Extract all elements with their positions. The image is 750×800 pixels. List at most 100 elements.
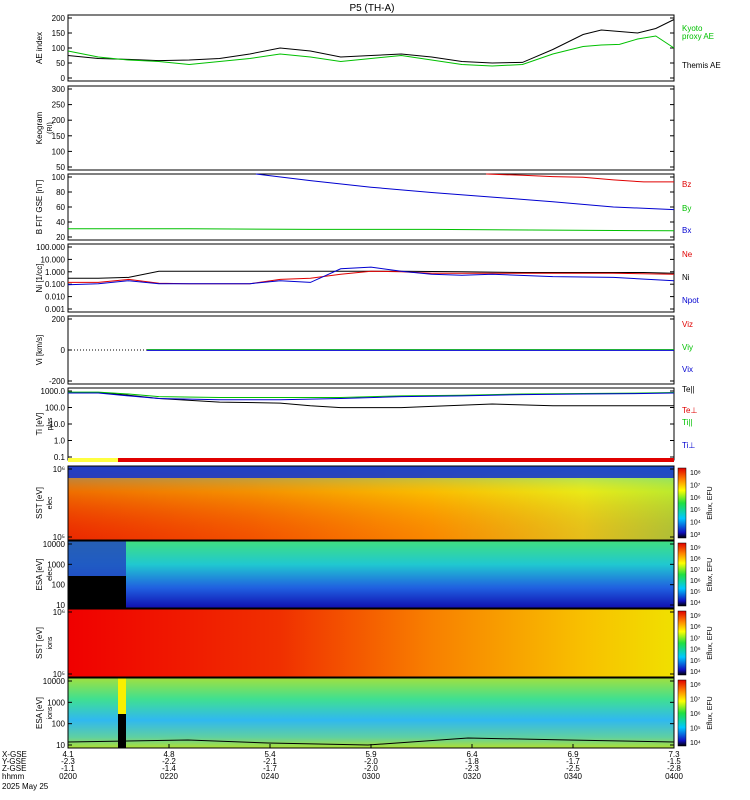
series-line: [255, 173, 675, 211]
x-tick-label: 0320: [463, 772, 481, 781]
legend-entry: Bx: [682, 226, 691, 235]
y-tick-label: 0.1: [54, 453, 66, 462]
y-tick-label: 10.0: [49, 420, 65, 429]
x-tick-label: 6.4: [466, 750, 478, 759]
x-tick-label: 0200: [59, 772, 77, 781]
panel-frame: [67, 608, 675, 678]
y-tick-label: 10⁶: [53, 465, 65, 474]
spectrogram: [68, 678, 674, 748]
colorbar: [677, 679, 687, 747]
x-tick-label: 0240: [261, 772, 279, 781]
y-tick-label: 0.001: [45, 305, 66, 314]
x-tick-label: -1.5: [667, 757, 681, 766]
series-line: [486, 173, 674, 183]
esa-ion-panel: ESA [eV] ions 10000 1000 100 10 10⁸ 10⁷ 10⁶ 10⁵ 10…: [35, 677, 714, 750]
y-axis-label: ESA [eV]: [35, 697, 44, 729]
spectrogram-gap: [68, 576, 126, 608]
colorbar-label: Eflux, EFU: [707, 558, 714, 591]
series-line: [68, 392, 674, 409]
y-tick-label: 150: [52, 29, 66, 38]
colorbar-tick-label: 10⁶: [690, 495, 701, 502]
colorbar-tick-label: 10⁵: [690, 726, 701, 733]
y-tick-label: 200: [52, 116, 66, 125]
colorbar-tick-label: 10⁷: [690, 482, 701, 489]
x-tick-label: 0220: [160, 772, 178, 781]
panel-frame: [67, 243, 675, 313]
y-tick-label: 200: [52, 315, 66, 324]
legend-entry: Ni: [682, 273, 690, 282]
axis-row-label: Y-GSE: [2, 757, 26, 766]
figure-title: P5 (TH-A): [350, 3, 395, 14]
x-tick-label: 0340: [564, 772, 582, 781]
x-tick-label: -2.1: [263, 757, 277, 766]
x-tick-label: 0300: [362, 772, 380, 781]
y-axis-label: Keogram: [35, 111, 44, 144]
sst-ion-panel: SST [eV] ions 10⁶ 10⁵ 10⁹ 10⁸ 10⁷ 10⁶ 10⁵ 10⁴ Eflu…: [35, 608, 714, 679]
legend-entry: By: [682, 204, 691, 213]
y-tick-label: -200: [49, 377, 66, 386]
y-tick-label: 1.0: [54, 437, 66, 446]
legend-entry: Kyoto: [682, 24, 703, 33]
x-tick-label: -2.3: [465, 764, 479, 773]
y-tick-label: 10000: [43, 540, 66, 549]
y-tick-label: 40: [56, 218, 65, 227]
axis-row-label: Z-GSE: [2, 764, 26, 773]
panel-frame: [67, 14, 675, 82]
y-axis-sublabel: elec: [47, 496, 54, 509]
panel-frame: [67, 85, 675, 171]
colorbar-tick-label: 10⁵: [690, 507, 701, 514]
y-axis-label: ESA [eV]: [35, 558, 44, 590]
y-tick-label: 50: [56, 59, 65, 68]
series-line: [67, 266, 675, 286]
panel-frame: [67, 465, 675, 541]
series-line: [68, 392, 675, 401]
x-tick-label: -2.8: [667, 764, 681, 773]
x-tick-label: 6.9: [567, 750, 579, 759]
x-tick-label: -1.1: [61, 764, 75, 773]
ae-index-panel: AE index 200 150 100 50 0: [35, 14, 675, 83]
legend-entry: Bz: [682, 180, 691, 189]
y-tick-label: 80: [56, 188, 65, 197]
x-tick-label: 4.1: [62, 750, 74, 759]
colorbar-tick-label: 10⁴: [690, 669, 701, 676]
axis-row-label: X-GSE: [2, 750, 27, 759]
colorbar-tick-label: 10⁷: [690, 635, 701, 642]
x-tick-label: -1.8: [465, 757, 479, 766]
legend-entry: Viy: [682, 343, 693, 352]
spectrogram-gap-edge: [118, 678, 126, 748]
spacecraft-potential-line: [67, 737, 675, 746]
y-axis-label: Ti [eV]: [35, 413, 44, 436]
legend-entry: Ne: [682, 250, 693, 259]
x-tick-label: 5.4: [264, 750, 276, 759]
sst-electron-panel: SST [eV] elec 10⁶ 10⁵ 10⁸ 10⁷ 10⁶ 10⁵ 10⁴ 10³ Eflu…: [35, 458, 714, 542]
legend-entry: Te⊥: [682, 406, 697, 415]
keogram-panel: Keogram (RI) 300 250 200 150 100 50: [35, 85, 675, 172]
colorbar-tick-label: 10⁷: [690, 567, 701, 574]
series-line: [67, 35, 675, 67]
y-tick-label: 0: [61, 346, 66, 355]
panel-frame: [67, 540, 675, 609]
y-tick-label: 0.100: [45, 280, 66, 289]
magnetic-field-panel: B FIT GSE [nT] 100 80 60 40 20: [35, 173, 675, 242]
esa-electron-panel: ESA [eV] elec 10000 1000 100 10 10⁹ 10⁸ 10⁷ 10⁶ 10…: [35, 540, 714, 610]
y-tick-label: 250: [52, 101, 66, 110]
y-tick-label: 100: [52, 720, 66, 729]
x-tick-label: 7.3: [668, 750, 680, 759]
y-axis-label: Vi [km/s]: [35, 335, 44, 366]
y-tick-label: 200: [52, 14, 66, 23]
colorbar-tick-label: 10⁸: [690, 624, 701, 631]
colorbar: [677, 610, 687, 676]
colorbar-label: Eflux, EFU: [707, 696, 714, 729]
y-tick-label: 150: [52, 132, 66, 141]
y-tick-label: 10⁵: [53, 670, 65, 679]
legend-entry: proxy AE: [682, 32, 714, 41]
y-tick-label: 0: [61, 74, 66, 83]
x-tick-label: -2.2: [162, 757, 176, 766]
y-tick-label: 10000: [43, 677, 66, 686]
y-tick-label: 100.0: [45, 404, 66, 413]
density-panel: Ni [1/cc] 100.000 10.000 1.000 0.100 0.010 0.0…: [35, 243, 675, 314]
spectrogram-gap: [118, 714, 126, 748]
y-tick-label: 10: [56, 601, 65, 610]
x-tick-label: -2.0: [364, 757, 378, 766]
